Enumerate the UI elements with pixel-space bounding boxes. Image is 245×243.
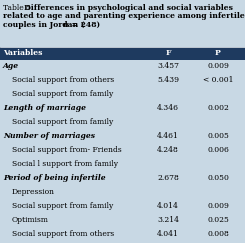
Text: 0.002: 0.002 <box>207 104 229 112</box>
Text: related to age and parenting experience among infertile: related to age and parenting experience … <box>3 12 245 20</box>
Bar <box>0 130 245 144</box>
Bar <box>0 144 245 158</box>
Text: Variables: Variables <box>3 49 42 57</box>
Bar <box>0 102 245 116</box>
Text: 0.050: 0.050 <box>207 174 229 182</box>
Bar <box>0 88 245 102</box>
Text: 4.248: 4.248 <box>157 146 179 154</box>
Text: Age: Age <box>3 62 19 70</box>
Text: couples in Jordan (: couples in Jordan ( <box>3 21 84 29</box>
Text: = 248): = 248) <box>69 21 100 29</box>
Text: F: F <box>165 49 171 57</box>
Text: Period of being infertile: Period of being infertile <box>3 174 106 182</box>
Text: Social l support from family: Social l support from family <box>12 160 118 168</box>
Text: Social support from family: Social support from family <box>12 202 113 210</box>
Bar <box>0 214 245 228</box>
Text: P: P <box>215 49 221 57</box>
Text: 0.025: 0.025 <box>207 216 229 224</box>
Text: 3.457: 3.457 <box>157 62 179 70</box>
Bar <box>0 200 245 214</box>
Text: 5.439: 5.439 <box>157 76 179 84</box>
Text: 2.678: 2.678 <box>157 174 179 182</box>
Text: Depression: Depression <box>12 188 55 196</box>
Text: 4.346: 4.346 <box>157 104 179 112</box>
Text: Social support from family: Social support from family <box>12 118 113 126</box>
Bar <box>0 172 245 186</box>
Bar <box>0 0 245 47</box>
Bar <box>0 47 245 60</box>
Bar <box>0 228 245 242</box>
Bar <box>0 186 245 200</box>
Text: Length of marriage: Length of marriage <box>3 104 86 112</box>
Text: 0.005: 0.005 <box>207 132 229 140</box>
Text: 4.041: 4.041 <box>157 230 179 238</box>
Text: 0.008: 0.008 <box>207 230 229 238</box>
Bar <box>0 60 245 74</box>
Bar <box>0 74 245 88</box>
Text: Table 5: Table 5 <box>3 4 33 12</box>
Text: 3.214: 3.214 <box>157 216 179 224</box>
Text: Number of marriages: Number of marriages <box>3 132 95 140</box>
Text: n: n <box>63 21 69 29</box>
Text: 0.009: 0.009 <box>207 202 229 210</box>
Text: 0.006: 0.006 <box>207 146 229 154</box>
Text: 4.014: 4.014 <box>157 202 179 210</box>
Text: < 0.001: < 0.001 <box>203 76 233 84</box>
Text: 0.009: 0.009 <box>207 62 229 70</box>
Text: Optimism: Optimism <box>12 216 49 224</box>
Text: Social support from others: Social support from others <box>12 230 114 238</box>
Text: Differences in psychological and social variables: Differences in psychological and social … <box>24 4 233 12</box>
Text: Social support from family: Social support from family <box>12 90 113 98</box>
Bar <box>0 116 245 130</box>
Bar <box>0 158 245 172</box>
Text: 4.461: 4.461 <box>157 132 179 140</box>
Text: Social support from- Friends: Social support from- Friends <box>12 146 122 154</box>
Text: Social support from others: Social support from others <box>12 76 114 84</box>
